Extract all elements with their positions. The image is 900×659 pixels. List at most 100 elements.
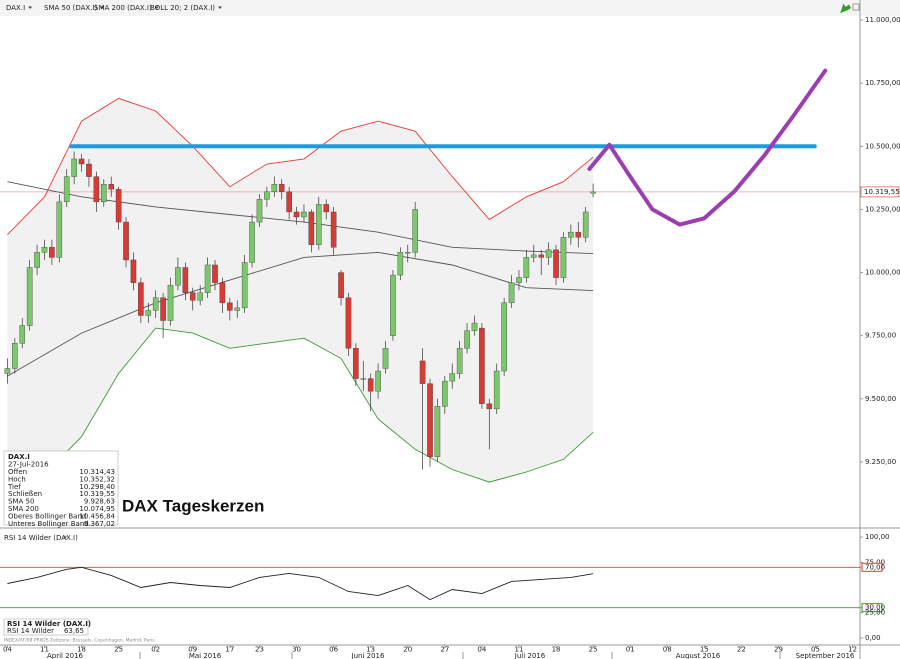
month-label: Mai 2016 [189,652,222,659]
toolbar-item[interactable]: BOLL 20; 2 (DAX.I) [150,4,215,12]
rsi-y-tick-label: 70,00 [865,563,885,571]
x-tick-label: 18 [77,646,86,654]
candle-body [175,267,181,286]
info-value: 10.319,55 [79,490,115,498]
candle-body [182,267,189,293]
rsi-level-box [861,603,883,613]
rsi-y-tick-label: 30,00 [865,604,885,612]
candle-body [427,383,433,458]
candle-body [323,204,330,213]
candle-body [486,403,493,410]
candle-body [278,183,285,192]
candle-body [553,249,559,278]
y-tick-label: 10.750,00 [865,79,900,87]
info-value: 10.298,40 [79,483,115,491]
candle-body [160,297,166,321]
x-tick-label: 18 [552,646,561,654]
candle-body [493,370,500,410]
candle-body [471,322,478,331]
info-value: 10.456,84 [79,512,115,520]
rsi-title[interactable]: RSI 14 Wilder (DAX.I) [4,534,78,542]
candle-body [590,191,596,194]
candle-body [308,211,315,245]
info-panel: DAX.I 27-Jul-2016 [3,450,119,526]
candle-body [508,282,515,304]
rsi-y-tick-label: 25,00 [865,609,885,617]
candle-body [249,221,255,263]
candle-body [12,343,18,369]
candle-body [449,373,456,382]
candle-body [93,176,100,203]
rsi-legend-box [3,618,89,636]
main-panel [0,68,860,483]
info-label: SMA 200 [8,505,39,513]
candle-body [360,378,367,380]
x-tick-label: 06 [329,646,338,654]
candle-body [568,231,574,238]
candle-body [293,211,300,218]
candle-body [560,237,567,278]
x-tick-label: 04 [477,646,486,654]
candle-body [145,310,152,316]
month-label: April 2016 [47,652,84,659]
x-tick-label: 11 [40,646,49,654]
info-label: Tief [7,483,21,491]
candle-body [123,221,129,261]
x-tick-label: 13 [366,646,375,654]
toolbar-icon[interactable] [852,3,860,11]
rsi-line [7,566,594,601]
toolbar-item[interactable]: DAX.I [6,4,25,12]
candle-body [130,259,137,283]
candle-body [315,204,322,245]
last-price-label: 10.319,55 [864,188,900,196]
toolbar-item[interactable]: SMA 200 (DAX.I) [94,4,152,12]
info-label: Schließen [8,490,42,498]
candle-body [419,360,426,384]
candle-body [197,292,203,301]
candle-body [353,348,359,379]
candle-body [189,292,196,301]
candle-body [538,254,545,258]
toolbar-item[interactable]: SMA 50 (DAX.I) [44,4,98,12]
rsi-level-box [861,562,883,572]
last-price-box [860,186,900,198]
rsi-y-tick-label: 100,00 [865,533,890,541]
candle-body [26,267,33,326]
candle-body [49,247,55,258]
y-tick-label: 9.250,00 [865,458,896,466]
candle-body [212,264,218,283]
info-value: 9.367,02 [84,520,115,528]
rsi-legend-name: RSI 14 Wilder [7,627,54,635]
indicator-line [7,97,594,236]
x-tick-label: 23 [255,646,264,654]
dropdown-arrow [28,6,33,9]
dropdown-arrow [100,6,105,9]
info-value: 10.314,43 [79,468,115,476]
x-tick-label: 22 [737,646,746,654]
candle-body [152,297,159,311]
info-value: 9.928,63 [84,498,115,506]
info-label: Oberes Bollinger Band [8,512,86,520]
candle-body [456,348,463,374]
rsi-legend-title: RSI 14 Wilder (DAX.I) [7,620,91,628]
toolbar-bg [0,0,900,16]
candle-body [271,183,278,192]
candle-body [464,330,470,349]
x-tick-label: 08 [663,646,672,654]
x-tick-label: 11 [515,646,524,654]
x-tick-label: 04 [3,646,12,654]
info-panel-box [3,450,119,526]
candle-body [4,368,11,374]
footnote: INDEX/AT/08 PRIIDS Zeitzone: Brussels, C… [4,638,155,644]
dropdown-arrow [154,6,159,9]
candle-body [234,307,241,311]
toolbar-icon[interactable] [837,1,852,14]
candle-body [256,199,263,223]
x-tick-label: 01 [626,646,635,654]
candle-body [523,257,530,278]
indicator-line [7,251,594,377]
x-tick-label: 29 [774,646,783,654]
candle-body [501,302,507,372]
candle-body [71,158,77,177]
